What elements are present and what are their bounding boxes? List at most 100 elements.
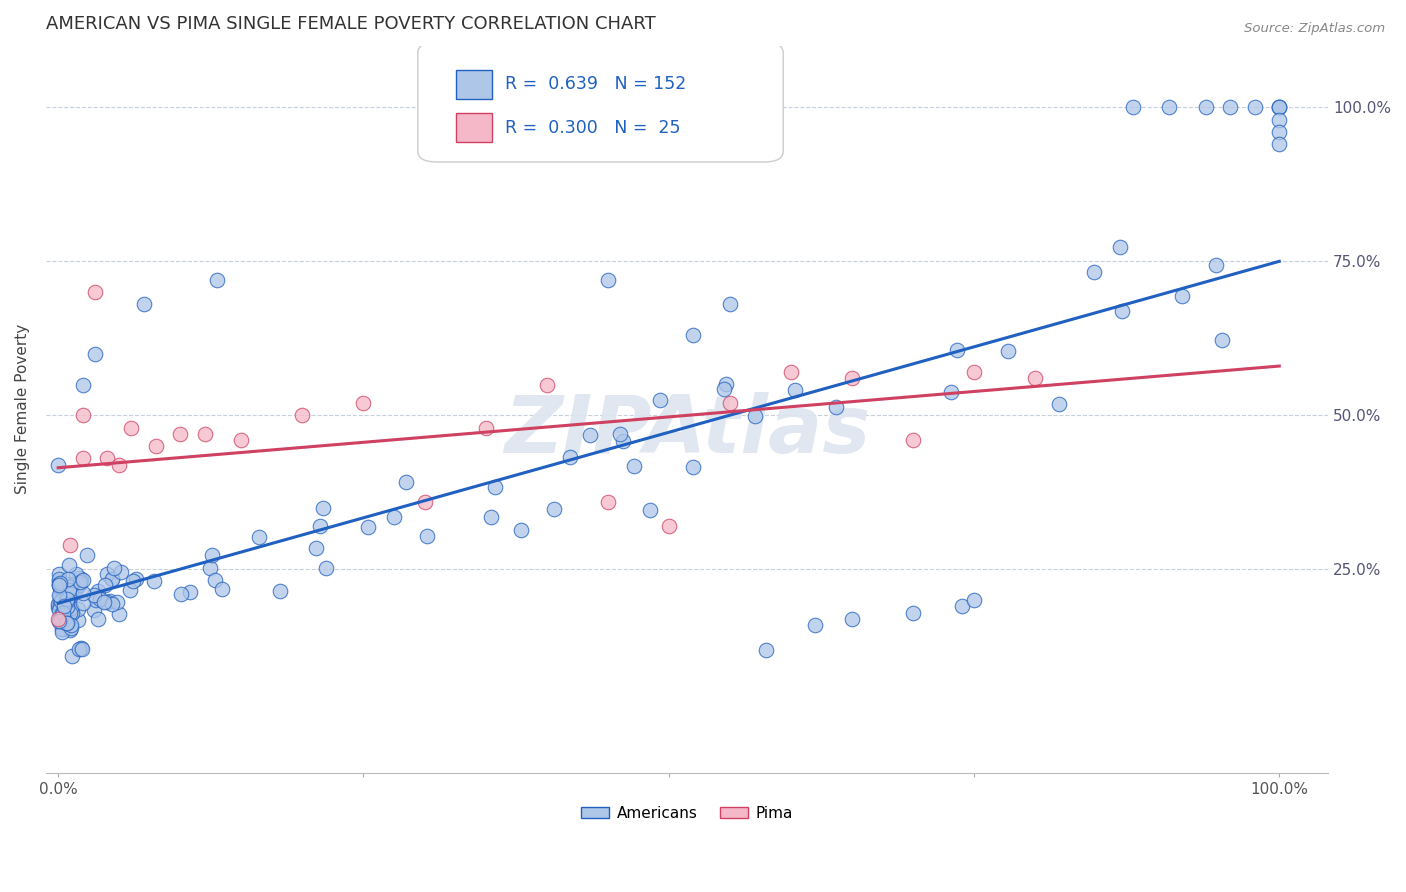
Point <box>108 458 131 472</box>
Point <box>1268 100 1291 114</box>
Point <box>579 428 602 442</box>
Text: Source: ZipAtlas.com: Source: ZipAtlas.com <box>1244 22 1385 36</box>
Point <box>65 566 87 581</box>
Point <box>52 607 75 621</box>
Point <box>1268 100 1291 114</box>
Point <box>53 597 76 611</box>
Point <box>682 460 704 475</box>
Point <box>72 573 94 587</box>
Point <box>55 577 77 591</box>
Point <box>60 606 83 620</box>
Point <box>59 617 82 632</box>
Point <box>1268 125 1291 139</box>
Point <box>56 609 79 624</box>
Point <box>53 597 76 611</box>
Point <box>145 439 167 453</box>
Point <box>143 574 166 588</box>
Point <box>89 591 111 606</box>
Point <box>67 578 90 592</box>
Point <box>96 451 118 466</box>
Point <box>48 577 70 591</box>
Point <box>56 591 79 606</box>
Point <box>56 599 79 614</box>
Point <box>1205 258 1227 272</box>
Point <box>58 583 80 598</box>
Point <box>51 622 73 636</box>
Point <box>93 595 115 609</box>
Point <box>963 593 986 607</box>
Point <box>48 576 70 591</box>
Point <box>108 607 131 622</box>
Point <box>69 574 91 589</box>
Point <box>179 585 201 599</box>
Point <box>51 607 73 621</box>
Bar <box>457 70 492 99</box>
Point <box>413 494 436 508</box>
Point <box>83 588 105 602</box>
Point <box>997 344 1019 359</box>
Point <box>713 382 735 396</box>
Point <box>56 593 79 607</box>
Point <box>59 580 82 594</box>
Point <box>62 649 84 664</box>
Legend: Americans, Pima: Americans, Pima <box>575 799 799 827</box>
Point <box>640 502 662 516</box>
Point <box>69 575 91 590</box>
Point <box>682 328 704 343</box>
Point <box>596 273 619 287</box>
Point <box>56 599 79 613</box>
Point <box>51 581 73 595</box>
Point <box>46 598 69 612</box>
Point <box>87 584 110 599</box>
Point <box>70 641 93 656</box>
Point <box>59 623 82 637</box>
Text: R =  0.639   N = 152: R = 0.639 N = 152 <box>505 75 686 94</box>
Point <box>51 625 73 640</box>
Point <box>744 409 766 423</box>
Point <box>55 585 77 599</box>
Point <box>83 285 105 300</box>
Point <box>269 583 291 598</box>
Point <box>56 587 79 601</box>
Point <box>200 561 222 575</box>
Point <box>315 561 337 575</box>
Point <box>950 599 973 614</box>
Point <box>46 612 69 626</box>
Point <box>72 586 94 600</box>
Point <box>87 612 110 626</box>
Point <box>55 595 77 609</box>
Point <box>120 582 142 597</box>
Point <box>1171 289 1194 303</box>
Point <box>55 615 77 630</box>
Point <box>558 450 581 464</box>
Point <box>51 585 73 599</box>
Point <box>46 458 69 472</box>
Point <box>63 582 86 596</box>
Point <box>231 433 253 447</box>
Point <box>59 621 82 635</box>
Point <box>205 273 228 287</box>
Point <box>52 585 75 599</box>
Point <box>804 618 827 632</box>
Point <box>125 572 148 586</box>
Point <box>52 601 75 615</box>
Point <box>49 590 72 604</box>
Point <box>305 541 328 555</box>
Point <box>291 409 314 423</box>
Point <box>543 501 565 516</box>
Point <box>96 567 118 582</box>
Point <box>48 615 70 629</box>
Point <box>56 591 79 605</box>
Point <box>63 583 86 598</box>
Point <box>59 607 82 621</box>
Point <box>714 376 737 391</box>
Point <box>1122 100 1144 114</box>
Point <box>70 640 93 655</box>
Point <box>58 558 80 573</box>
Point <box>49 581 72 595</box>
Point <box>48 598 70 612</box>
Point <box>536 377 558 392</box>
Point <box>1268 137 1291 152</box>
Point <box>658 519 681 533</box>
Point <box>59 599 82 613</box>
